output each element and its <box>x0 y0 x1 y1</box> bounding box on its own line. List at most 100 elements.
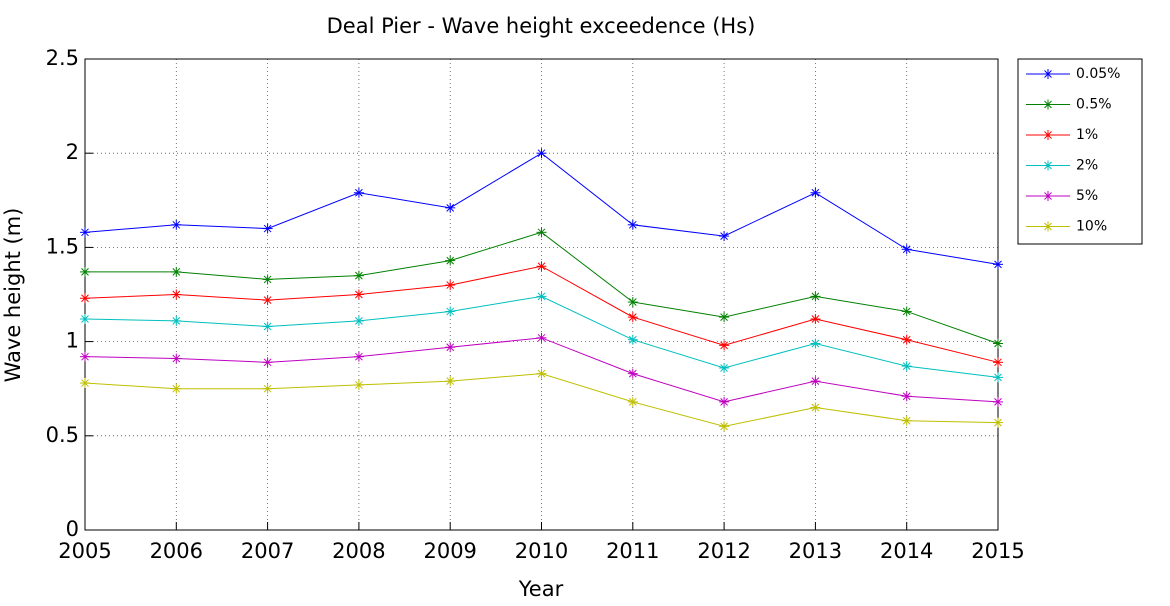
y-tick-label: 2 <box>66 140 79 164</box>
data-point <box>627 219 638 230</box>
data-point <box>627 334 638 345</box>
data-point <box>993 372 1003 383</box>
marker-stroke <box>355 381 363 389</box>
legend-marker <box>1043 99 1053 110</box>
marker-stroke <box>81 379 89 387</box>
data-point <box>536 227 547 238</box>
data-point <box>993 417 1003 428</box>
marker-stroke <box>81 352 89 361</box>
marker-stroke <box>811 188 820 197</box>
legend-label: 0.05% <box>1076 66 1120 82</box>
marker-stroke <box>263 322 272 331</box>
marker-stroke <box>446 281 455 289</box>
data-point <box>993 357 1003 368</box>
marker-stroke <box>902 392 911 401</box>
data-point <box>719 340 730 351</box>
chart-title: Deal Pier - Wave height exceedence (Hs) <box>327 14 756 38</box>
marker-stroke <box>263 224 272 233</box>
x-tick-label: 2007 <box>241 539 294 563</box>
legend-label: 0.5% <box>1076 97 1112 113</box>
data-point <box>901 415 912 426</box>
marker-stroke <box>720 398 728 406</box>
legend-marker <box>1043 221 1053 232</box>
x-tick-label: 2008 <box>332 539 385 563</box>
legend-box <box>1017 58 1143 245</box>
legend-marker <box>1043 191 1053 201</box>
marker-stroke <box>902 416 911 425</box>
data-point <box>262 357 273 368</box>
marker-stroke <box>994 398 1002 406</box>
data-point <box>445 376 456 387</box>
marker-stroke <box>263 358 272 367</box>
marker-stroke <box>446 203 455 212</box>
data-point <box>80 378 90 389</box>
marker-stroke <box>1044 100 1052 109</box>
marker-stroke <box>811 315 820 323</box>
data-point <box>353 187 364 198</box>
marker-stroke <box>628 220 637 229</box>
marker-stroke <box>537 228 546 237</box>
marker-stroke <box>994 339 1002 348</box>
series-line <box>84 373 999 427</box>
data-point <box>262 223 273 234</box>
legend-label: 5% <box>1076 188 1098 204</box>
data-point <box>171 266 182 277</box>
marker-stroke <box>81 268 89 276</box>
data-point <box>719 421 730 432</box>
legend-marker <box>1043 160 1053 171</box>
data-point <box>445 280 456 291</box>
data-point <box>627 297 638 308</box>
data-point <box>80 313 90 324</box>
marker-stroke <box>994 260 1002 269</box>
y-axis-label: Wave height (m) <box>1 208 25 383</box>
data-point <box>901 244 912 255</box>
y-tick-label: 1.5 <box>46 234 79 258</box>
marker-stroke <box>994 373 1002 382</box>
x-tick-label: 2009 <box>423 539 476 563</box>
legend-label: 2% <box>1076 158 1098 174</box>
data-point <box>536 368 547 379</box>
data-point <box>80 293 90 304</box>
marker-stroke <box>172 290 181 299</box>
data-point <box>171 289 182 300</box>
data-point <box>262 295 273 306</box>
data-point <box>810 187 821 198</box>
y-tick-label: 0 <box>66 517 79 541</box>
x-tick-label: 2013 <box>789 539 842 563</box>
marker-stroke <box>994 418 1002 427</box>
data-point <box>353 351 364 362</box>
data-point <box>719 362 730 373</box>
marker-stroke <box>811 403 820 412</box>
marker-stroke <box>263 384 272 393</box>
marker-stroke <box>994 358 1002 367</box>
data-point <box>810 338 821 349</box>
data-point <box>901 306 912 317</box>
marker-stroke <box>355 290 363 299</box>
marker-stroke <box>720 364 728 372</box>
marker-stroke <box>811 377 820 386</box>
data-point <box>353 289 364 300</box>
marker-stroke <box>902 335 911 344</box>
data-point <box>171 383 182 394</box>
data-point <box>901 361 912 372</box>
data-point <box>80 227 90 238</box>
data-point <box>810 402 821 413</box>
x-axis-label: Year <box>518 577 564 601</box>
data-point <box>536 261 547 272</box>
data-point <box>171 219 182 230</box>
data-point <box>80 266 90 277</box>
marker-stroke <box>446 343 455 352</box>
x-tick-label: 2010 <box>515 539 568 563</box>
marker-stroke <box>720 232 728 240</box>
marker-stroke <box>355 271 363 280</box>
y-tick-label: 0.5 <box>46 423 79 447</box>
marker-stroke <box>537 292 546 301</box>
data-point <box>993 259 1003 270</box>
marker-stroke <box>1044 161 1052 170</box>
marker-stroke <box>902 362 911 370</box>
marker-stroke <box>172 384 181 393</box>
y-tick-label: 1 <box>66 329 79 353</box>
data-point <box>262 274 273 285</box>
marker-stroke <box>628 369 637 378</box>
